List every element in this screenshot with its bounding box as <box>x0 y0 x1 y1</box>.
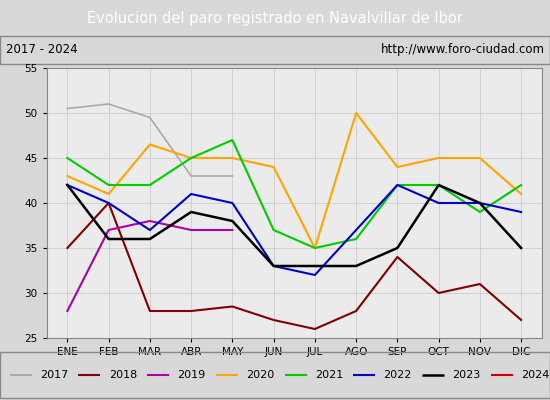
Text: 2021: 2021 <box>315 370 343 380</box>
Text: 2024: 2024 <box>521 370 549 380</box>
Text: 2022: 2022 <box>384 370 412 380</box>
Text: Evolucion del paro registrado en Navalvillar de Ibor: Evolucion del paro registrado en Navalvi… <box>87 10 463 26</box>
Text: 2023: 2023 <box>452 370 481 380</box>
Text: 2019: 2019 <box>177 370 206 380</box>
Text: 2018: 2018 <box>109 370 137 380</box>
Text: 2017 - 2024: 2017 - 2024 <box>6 44 77 56</box>
Text: http://www.foro-ciudad.com: http://www.foro-ciudad.com <box>381 44 544 56</box>
Text: 2020: 2020 <box>246 370 274 380</box>
Text: 2017: 2017 <box>40 370 68 380</box>
